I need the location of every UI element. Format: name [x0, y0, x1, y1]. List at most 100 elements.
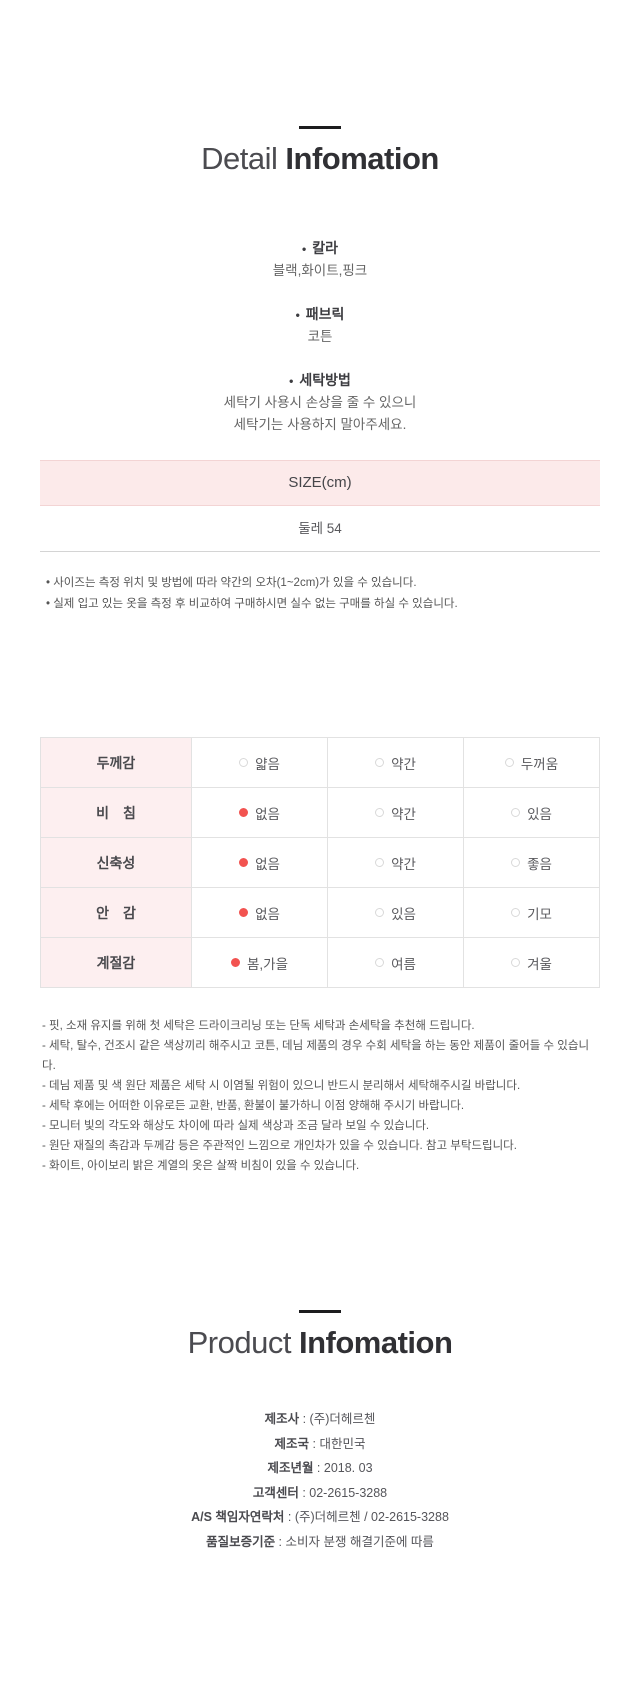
info-line-date: 제조년월 : 2018. 03 [40, 1456, 600, 1481]
care-note-item: - 데님 제품 및 색 원단 제품은 세탁 시 이염될 위험이 있으니 반드시 … [42, 1080, 521, 1092]
radio-dot [511, 808, 521, 817]
radio-dot [239, 858, 249, 867]
product-section-title: Product Infomation [0, 1325, 640, 1361]
info-separator: : [298, 1485, 310, 1500]
title-bold: Infomation [298, 1325, 453, 1360]
spec-row-thickness: 두께감 얇음 약간 두꺼움 [40, 737, 600, 788]
spec-row-lining: 안 감 없음 있음 기모 [40, 887, 600, 938]
spec-option-cell: 없음 [191, 787, 328, 838]
title-light: Product [187, 1325, 292, 1360]
bullet-icon: • [302, 242, 307, 256]
radio-dot [239, 808, 249, 817]
attribute-label: • 패브릭 [40, 303, 600, 326]
spec-option-cell: 좋음 [463, 837, 600, 888]
size-table-header: SIZE(cm) [40, 460, 600, 506]
info-label: 품질보증기준 [206, 1534, 276, 1549]
size-note-item: • 사이즈는 측정 위치 및 방법에 따라 약간의 오차(1~2cm)가 있을 … [46, 577, 417, 589]
spec-option-label: 약간 [391, 856, 416, 872]
product-section: Product Infomation 제조사 : (주)더헤르첸 제조국 : 대한… [0, 1310, 640, 1554]
size-table-row: 둘레 54 [40, 506, 600, 552]
info-value: 02-2615-3288 [309, 1485, 388, 1500]
title-bold: Infomation [285, 141, 439, 176]
info-label: 제조국 [274, 1436, 310, 1451]
spec-option-label: 겨울 [527, 956, 552, 972]
spec-option-cell: 없음 [191, 887, 328, 938]
product-info-list: 제조사 : (주)더헤르첸 제조국 : 대한민국 제조년월 : 2018. 03… [40, 1407, 600, 1554]
info-line-warranty: 품질보증기준 : 소비자 분쟁 해결기준에 따름 [40, 1530, 600, 1555]
spec-option-label: 없음 [255, 856, 280, 872]
radio-dot [375, 858, 385, 867]
radio-dot [511, 958, 521, 967]
attribute-value: 블랙,화이트,핑크 [272, 263, 368, 278]
care-note-item: - 핏, 소재 유지를 위해 첫 세탁은 드라이크리닝 또는 단독 세탁과 손세… [42, 1020, 475, 1032]
spec-option-cell: 있음 [327, 887, 464, 938]
size-table: SIZE(cm) 둘레 54 • 사이즈는 측정 위치 및 방법에 따라 약간의… [40, 460, 600, 615]
spec-option-cell: 있음 [463, 787, 600, 838]
info-separator: : [313, 1461, 324, 1475]
attribute-color: • 칼라 블랙,화이트,핑크 [40, 237, 600, 282]
care-note-item: - 세탁 후에는 어떠한 이유로든 교환, 반품, 환불이 불가하니 이점 양해… [42, 1100, 465, 1112]
info-line-country: 제조국 : 대한민국 [40, 1432, 600, 1457]
spec-row-season: 계절감 봄,가을 여름 겨울 [40, 937, 600, 988]
info-separator: : [299, 1412, 310, 1426]
section-rule [299, 126, 341, 129]
bullet-icon: • [295, 308, 300, 322]
attribute-list: • 칼라 블랙,화이트,핑크 • 패브릭 코튼 • 세탁방법 세탁기 사용시 손상을 … [40, 237, 600, 436]
spec-option-label: 약간 [391, 806, 416, 822]
attribute-value: 코튼 [307, 329, 333, 344]
radio-dot [511, 858, 521, 867]
spec-option-cell: 겨울 [463, 937, 600, 988]
bottom-spacer [0, 1554, 640, 1694]
spec-option-label: 있음 [527, 806, 552, 822]
spec-option-cell: 두꺼움 [463, 737, 600, 788]
attribute-label: • 세탁방법 [40, 369, 600, 392]
spec-option-label: 약간 [391, 756, 416, 772]
title-light: Detail [201, 141, 278, 176]
size-note-item: • 실제 입고 있는 옷을 측정 후 비교하여 구매하시면 실수 없는 구매를 … [46, 598, 458, 610]
info-line-as-contact: A/S 책임자연락처 : (주)더헤르첸 / 02-2615-3288 [40, 1505, 600, 1530]
detail-section: Detail Infomation • 칼라 블랙,화이트,핑크 • 패브릭 코튼 •… [0, 126, 640, 1176]
attribute-fabric: • 패브릭 코튼 [40, 303, 600, 348]
info-line-manufacturer: 제조사 : (주)더헤르첸 [40, 1407, 600, 1432]
attribute-label: • 칼라 [40, 237, 600, 260]
spec-option-label: 있음 [391, 906, 416, 922]
attribute-washing: • 세탁방법 세탁기 사용시 손상을 줄 수 있으니 세탁기는 사용하지 말아주세… [40, 369, 600, 436]
bullet-icon: • [289, 374, 294, 388]
care-notes: - 핏, 소재 유지를 위해 첫 세탁은 드라이크리닝 또는 단독 세탁과 손세… [40, 1016, 600, 1176]
info-line-customer-center: 고객센터 : 02-2615-3288 [40, 1481, 600, 1506]
spec-option-cell: 약간 [327, 837, 464, 888]
spec-row-sheerness: 비 침 없음 약간 있음 [40, 787, 600, 838]
care-note-item: - 모니터 빛의 각도와 해상도 차이에 따라 실제 색상과 조금 달라 보일 … [42, 1120, 430, 1132]
spec-label: 신축성 [40, 837, 192, 888]
spec-option-cell: 약간 [327, 787, 464, 838]
info-separator: : [275, 1534, 286, 1549]
spec-row-elasticity: 신축성 없음 약간 좋음 [40, 837, 600, 888]
spec-option-cell: 얇음 [191, 737, 328, 788]
spec-option-label: 얇음 [255, 756, 280, 772]
attribute-value: 세탁기 사용시 손상을 줄 수 있으니 세탁기는 사용하지 말아주세요. [223, 395, 417, 432]
spec-option-label: 좋음 [527, 856, 552, 872]
spec-label: 계절감 [40, 937, 192, 988]
radio-dot [239, 758, 249, 767]
info-separator: : [309, 1436, 320, 1451]
radio-dot [504, 758, 514, 767]
spec-option-cell: 없음 [191, 837, 328, 888]
attribute-label-text: 칼라 [312, 240, 338, 256]
radio-dot [375, 808, 385, 817]
info-value: (주)더헤르첸 [309, 1412, 376, 1426]
spec-label: 두께감 [40, 737, 192, 788]
info-value: 대한민국 [319, 1436, 366, 1451]
section-rule [299, 1310, 341, 1313]
radio-dot [230, 958, 240, 967]
spec-option-label: 봄,가을 [246, 956, 288, 972]
detail-section-title: Detail Infomation [0, 141, 640, 177]
spec-option-cell: 약간 [327, 737, 464, 788]
spec-option-label: 없음 [255, 806, 280, 822]
attribute-label-text: 세탁방법 [299, 372, 351, 388]
care-note-item: - 화이트, 아이보리 밝은 계열의 옷은 살짝 비침이 있을 수 있습니다. [42, 1160, 360, 1172]
info-separator: : [284, 1510, 295, 1524]
care-note-item: - 원단 재질의 촉감과 두께감 등은 주관적인 느낌으로 개인차가 있을 수 … [42, 1140, 517, 1152]
info-label: 고객센터 [252, 1485, 299, 1500]
radio-dot [375, 908, 385, 917]
